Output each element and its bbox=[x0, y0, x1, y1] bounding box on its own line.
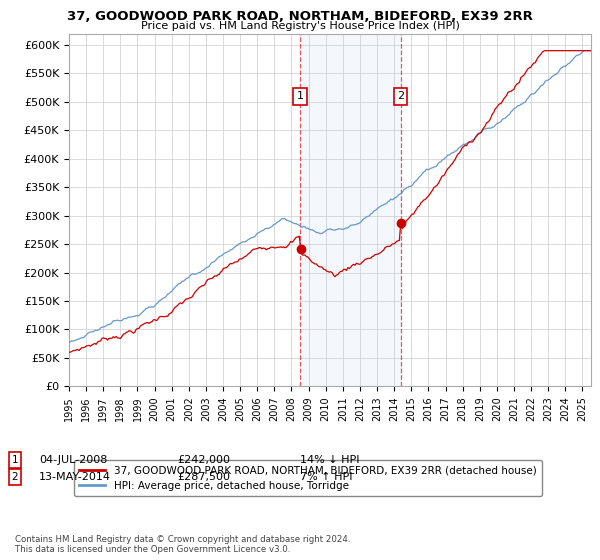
Text: 14% ↓ HPI: 14% ↓ HPI bbox=[300, 455, 359, 465]
Text: 7% ↑ HPI: 7% ↑ HPI bbox=[300, 472, 353, 482]
Text: £287,500: £287,500 bbox=[177, 472, 230, 482]
Text: Price paid vs. HM Land Registry's House Price Index (HPI): Price paid vs. HM Land Registry's House … bbox=[140, 21, 460, 31]
Text: 2: 2 bbox=[397, 91, 404, 101]
Text: £242,000: £242,000 bbox=[177, 455, 230, 465]
Text: 04-JUL-2008: 04-JUL-2008 bbox=[39, 455, 107, 465]
Legend: 37, GOODWOOD PARK ROAD, NORTHAM, BIDEFORD, EX39 2RR (detached house), HPI: Avera: 37, GOODWOOD PARK ROAD, NORTHAM, BIDEFOR… bbox=[74, 460, 542, 496]
Text: 37, GOODWOOD PARK ROAD, NORTHAM, BIDEFORD, EX39 2RR: 37, GOODWOOD PARK ROAD, NORTHAM, BIDEFOR… bbox=[67, 10, 533, 23]
Text: 1: 1 bbox=[296, 91, 304, 101]
Text: 1: 1 bbox=[11, 455, 19, 465]
Bar bbox=[300, 34, 401, 386]
Text: 13-MAY-2014: 13-MAY-2014 bbox=[39, 472, 111, 482]
Text: 2: 2 bbox=[11, 472, 19, 482]
Text: Contains HM Land Registry data © Crown copyright and database right 2024.
This d: Contains HM Land Registry data © Crown c… bbox=[15, 535, 350, 554]
